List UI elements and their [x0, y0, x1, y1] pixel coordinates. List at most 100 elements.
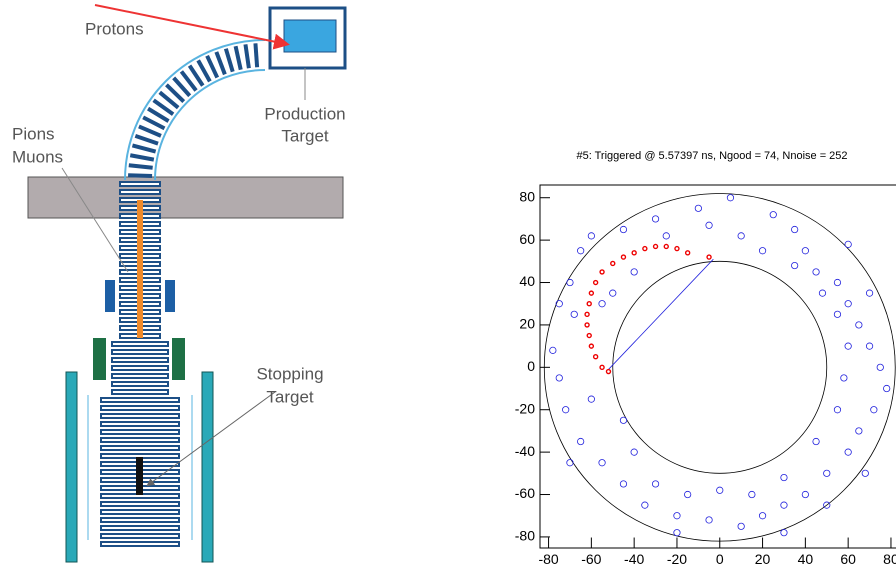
point	[727, 195, 733, 201]
coil	[132, 145, 155, 151]
point	[706, 222, 712, 228]
coil	[255, 43, 257, 67]
point	[791, 226, 797, 232]
point	[841, 375, 847, 381]
coil	[216, 52, 225, 74]
point	[550, 347, 556, 353]
label: Muons	[12, 147, 63, 166]
coil	[112, 358, 168, 362]
coil	[101, 414, 179, 418]
point	[642, 502, 648, 508]
coil	[135, 136, 158, 144]
y-tick-label: -40	[515, 443, 535, 459]
coil	[120, 182, 160, 186]
y-tick-label: 40	[519, 273, 535, 289]
point	[577, 438, 583, 444]
coil	[101, 502, 179, 506]
point	[631, 449, 637, 455]
collimator	[165, 280, 175, 312]
coil	[112, 350, 168, 354]
point	[802, 248, 808, 254]
point	[643, 247, 647, 251]
coil	[101, 518, 179, 522]
point	[654, 244, 658, 248]
point	[587, 334, 591, 338]
point	[674, 529, 680, 535]
shield-wall	[28, 177, 343, 218]
solenoid-outline	[155, 70, 265, 180]
coil	[101, 526, 179, 530]
chart-title: #5: Triggered @ 5.57397 ns, Ngood = 74, …	[576, 150, 847, 162]
point	[834, 279, 840, 285]
absorber	[93, 338, 106, 380]
coil	[101, 510, 179, 514]
x-tick-label: -60	[581, 551, 601, 567]
detector-wall	[66, 372, 77, 562]
x-tick-label: -40	[624, 551, 644, 567]
coil	[101, 534, 179, 538]
label: Production	[264, 104, 345, 123]
point	[813, 438, 819, 444]
coil	[226, 49, 233, 72]
label: Stopping	[256, 364, 323, 383]
point	[834, 311, 840, 317]
point	[883, 385, 889, 391]
detector-wall	[202, 372, 213, 562]
x-tick-label: 0	[716, 551, 724, 567]
point	[819, 290, 825, 296]
coil	[101, 430, 179, 434]
coil	[130, 155, 154, 159]
coil	[101, 422, 179, 426]
x-tick-label: -20	[667, 551, 687, 567]
point	[600, 270, 604, 274]
x-tick-label: -80	[538, 551, 558, 567]
ring	[544, 193, 895, 541]
point	[866, 290, 872, 296]
point	[738, 523, 744, 529]
point	[695, 205, 701, 211]
point	[610, 290, 616, 296]
point	[556, 301, 562, 307]
point	[589, 291, 593, 295]
point	[589, 344, 593, 348]
ring	[613, 261, 827, 473]
point	[620, 417, 626, 423]
coil	[207, 56, 217, 78]
point	[791, 262, 797, 268]
point	[585, 312, 589, 316]
point	[706, 517, 712, 523]
coil	[139, 126, 161, 135]
coil	[120, 190, 160, 194]
point	[606, 370, 610, 374]
x-tick-label: 80	[883, 551, 896, 567]
point	[845, 343, 851, 349]
point	[567, 460, 573, 466]
coil	[245, 44, 248, 68]
coil	[101, 542, 179, 546]
beamline-diagram: Protons Production Target Pions Muons St…	[12, 5, 346, 562]
point	[587, 302, 591, 306]
y-tick-label: 80	[519, 188, 535, 204]
point	[594, 355, 598, 359]
coil	[112, 342, 168, 346]
point	[781, 502, 787, 508]
coils	[101, 43, 257, 546]
point	[781, 474, 787, 480]
point	[813, 269, 819, 275]
plot-area	[544, 193, 895, 541]
point	[738, 233, 744, 239]
point	[770, 211, 776, 217]
coil	[101, 438, 179, 442]
point	[585, 323, 589, 327]
point	[759, 248, 765, 254]
point	[781, 529, 787, 535]
point	[652, 481, 658, 487]
coil	[112, 366, 168, 370]
absorber	[172, 338, 185, 380]
coil	[112, 382, 168, 386]
x-tick-label: 20	[755, 551, 771, 567]
point	[621, 255, 625, 259]
point	[571, 311, 577, 317]
y-tick-label: 60	[519, 231, 535, 247]
point	[834, 407, 840, 413]
